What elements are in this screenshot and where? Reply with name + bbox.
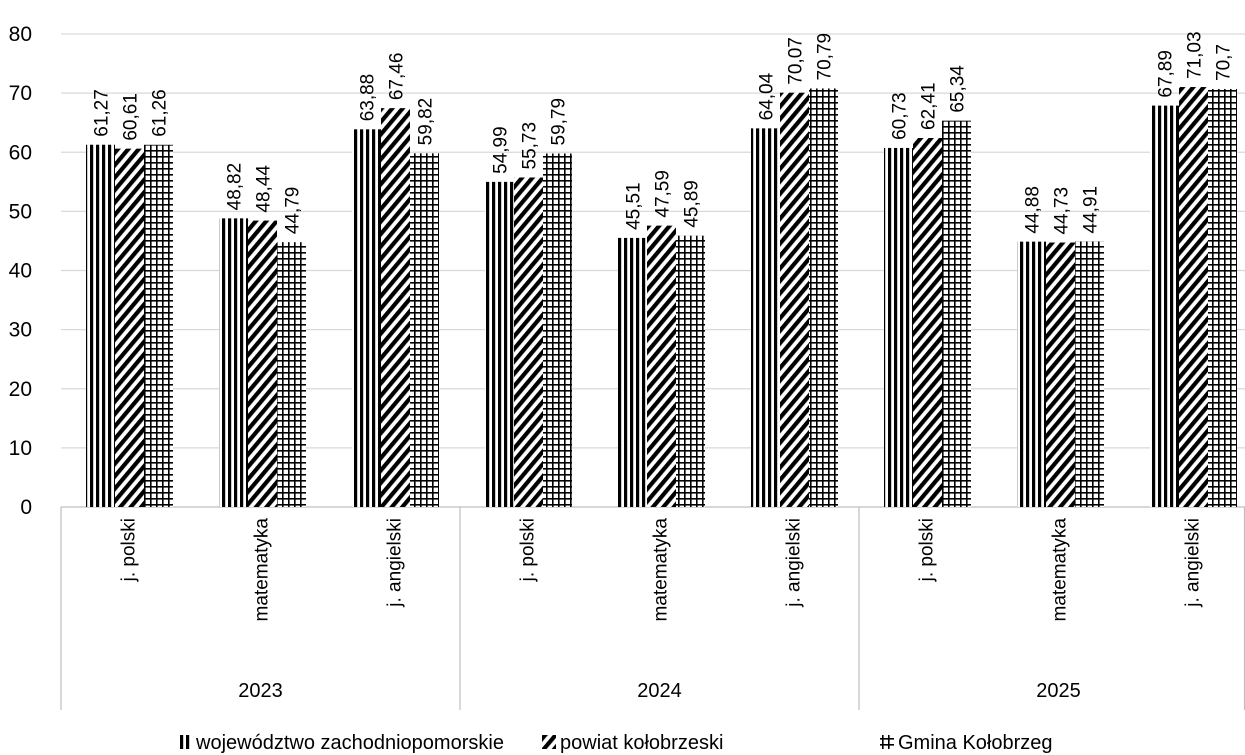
- bar: [780, 92, 809, 508]
- data-label: 55,73: [520, 122, 541, 170]
- data-label: 70,7: [1214, 44, 1235, 81]
- bar: [410, 153, 439, 507]
- y-tick-label: 10: [9, 437, 32, 460]
- category-label: j. angielski: [385, 518, 406, 608]
- category-label: j. angielski: [784, 518, 805, 608]
- y-tick-label: 30: [9, 319, 32, 342]
- data-label: 44,88: [1023, 186, 1044, 234]
- bar: [913, 138, 942, 508]
- bar: [1075, 241, 1104, 508]
- data-label: 60,73: [890, 92, 911, 140]
- bar: [514, 177, 543, 507]
- category-label: matematyka: [1050, 518, 1071, 622]
- bar: [144, 144, 173, 508]
- y-tick-label: 70: [9, 82, 32, 105]
- group-label: 2023: [238, 680, 283, 702]
- legend-swatch: [542, 735, 556, 749]
- legend-label: Gmina Kołobrzeg: [898, 732, 1053, 754]
- category-label: matematyka: [651, 518, 672, 622]
- data-label: 65,34: [948, 65, 969, 113]
- bar: [86, 144, 115, 507]
- legend: województwo zachodniopomorskie powiat koł…: [178, 732, 1053, 754]
- y-tick-label: 0: [20, 496, 32, 519]
- data-label: 54,99: [491, 126, 512, 174]
- bar: [381, 108, 410, 507]
- category-label: j. angielski: [1183, 518, 1204, 608]
- data-label: 48,44: [254, 165, 275, 213]
- bar: [1150, 105, 1179, 507]
- category-label: j. polski: [518, 518, 539, 582]
- data-label: 61,26: [150, 89, 171, 137]
- bar: [1046, 242, 1075, 507]
- legend-swatch: [880, 735, 894, 749]
- data-label: 67,46: [387, 53, 408, 101]
- data-label: 70,79: [815, 33, 836, 81]
- legend-label: powiat kołobrzeski: [560, 732, 723, 754]
- data-label: 71,03: [1185, 31, 1206, 79]
- group-label: 2024: [637, 680, 682, 702]
- data-label: 70,07: [786, 37, 807, 85]
- data-label: 67,89: [1156, 50, 1177, 98]
- data-label: 63,88: [358, 74, 379, 122]
- data-label: 44,79: [283, 187, 304, 235]
- y-tick-label: 60: [9, 141, 32, 164]
- bar: [1208, 88, 1237, 507]
- bar: [647, 225, 676, 507]
- y-tick-label: 40: [9, 260, 32, 283]
- bar: [751, 128, 780, 507]
- data-label: 44,73: [1052, 187, 1073, 235]
- data-label: 59,79: [549, 98, 570, 146]
- bar: [219, 218, 248, 507]
- bar: [277, 242, 306, 507]
- legend-label: województwo zachodniopomorskie: [195, 732, 504, 754]
- category-label: j. polski: [917, 518, 938, 582]
- bar: [618, 237, 647, 507]
- legend-swatch: [178, 735, 192, 749]
- category-label: matematyka: [252, 518, 273, 622]
- bar: [884, 147, 913, 507]
- data-label: 62,41: [919, 82, 940, 130]
- data-label: 59,82: [416, 98, 437, 146]
- category-label: j. polski: [119, 518, 140, 582]
- bar: [676, 235, 705, 508]
- data-label: 61,27: [92, 89, 113, 137]
- data-label: 64,04: [757, 72, 778, 120]
- data-label: 48,82: [225, 163, 246, 211]
- y-tick-label: 20: [9, 378, 32, 401]
- bar: [1179, 87, 1208, 507]
- bar: [115, 148, 144, 507]
- bar: [942, 120, 971, 507]
- bar: [485, 181, 514, 507]
- bar: [809, 88, 838, 507]
- data-label: 60,61: [121, 93, 142, 141]
- y-tick-label: 50: [9, 200, 32, 223]
- bar: [1017, 241, 1046, 507]
- data-label: 47,59: [653, 170, 674, 218]
- data-label: 44,91: [1081, 186, 1102, 234]
- y-tick-label: 80: [9, 23, 32, 46]
- bar: [248, 220, 277, 507]
- bar: [352, 129, 381, 507]
- data-label: 45,89: [682, 180, 703, 228]
- bar: [543, 153, 572, 507]
- group-label: 2025: [1036, 680, 1081, 702]
- data-label: 45,51: [624, 182, 645, 230]
